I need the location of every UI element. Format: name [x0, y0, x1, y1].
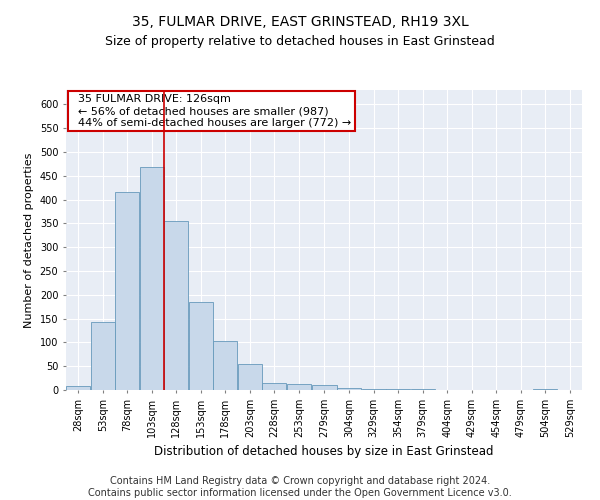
Bar	[262, 383, 286, 390]
Y-axis label: Number of detached properties: Number of detached properties	[24, 152, 34, 328]
Bar	[91, 322, 115, 390]
Text: 35 FULMAR DRIVE: 126sqm
  ← 56% of detached houses are smaller (987)
  44% of se: 35 FULMAR DRIVE: 126sqm ← 56% of detache…	[71, 94, 352, 128]
Bar	[337, 388, 361, 390]
Bar	[287, 384, 311, 390]
Bar	[189, 302, 213, 390]
X-axis label: Distribution of detached houses by size in East Grinstead: Distribution of detached houses by size …	[154, 446, 494, 458]
Bar	[386, 388, 410, 390]
Bar	[410, 389, 434, 390]
Bar	[115, 192, 139, 390]
Bar	[313, 385, 337, 390]
Bar	[362, 388, 386, 390]
Bar	[533, 388, 557, 390]
Bar	[66, 386, 90, 390]
Text: Contains HM Land Registry data © Crown copyright and database right 2024.
Contai: Contains HM Land Registry data © Crown c…	[88, 476, 512, 498]
Bar	[238, 364, 262, 390]
Bar	[140, 167, 164, 390]
Bar	[214, 342, 238, 390]
Bar	[164, 222, 188, 390]
Text: Size of property relative to detached houses in East Grinstead: Size of property relative to detached ho…	[105, 35, 495, 48]
Text: 35, FULMAR DRIVE, EAST GRINSTEAD, RH19 3XL: 35, FULMAR DRIVE, EAST GRINSTEAD, RH19 3…	[131, 15, 469, 29]
